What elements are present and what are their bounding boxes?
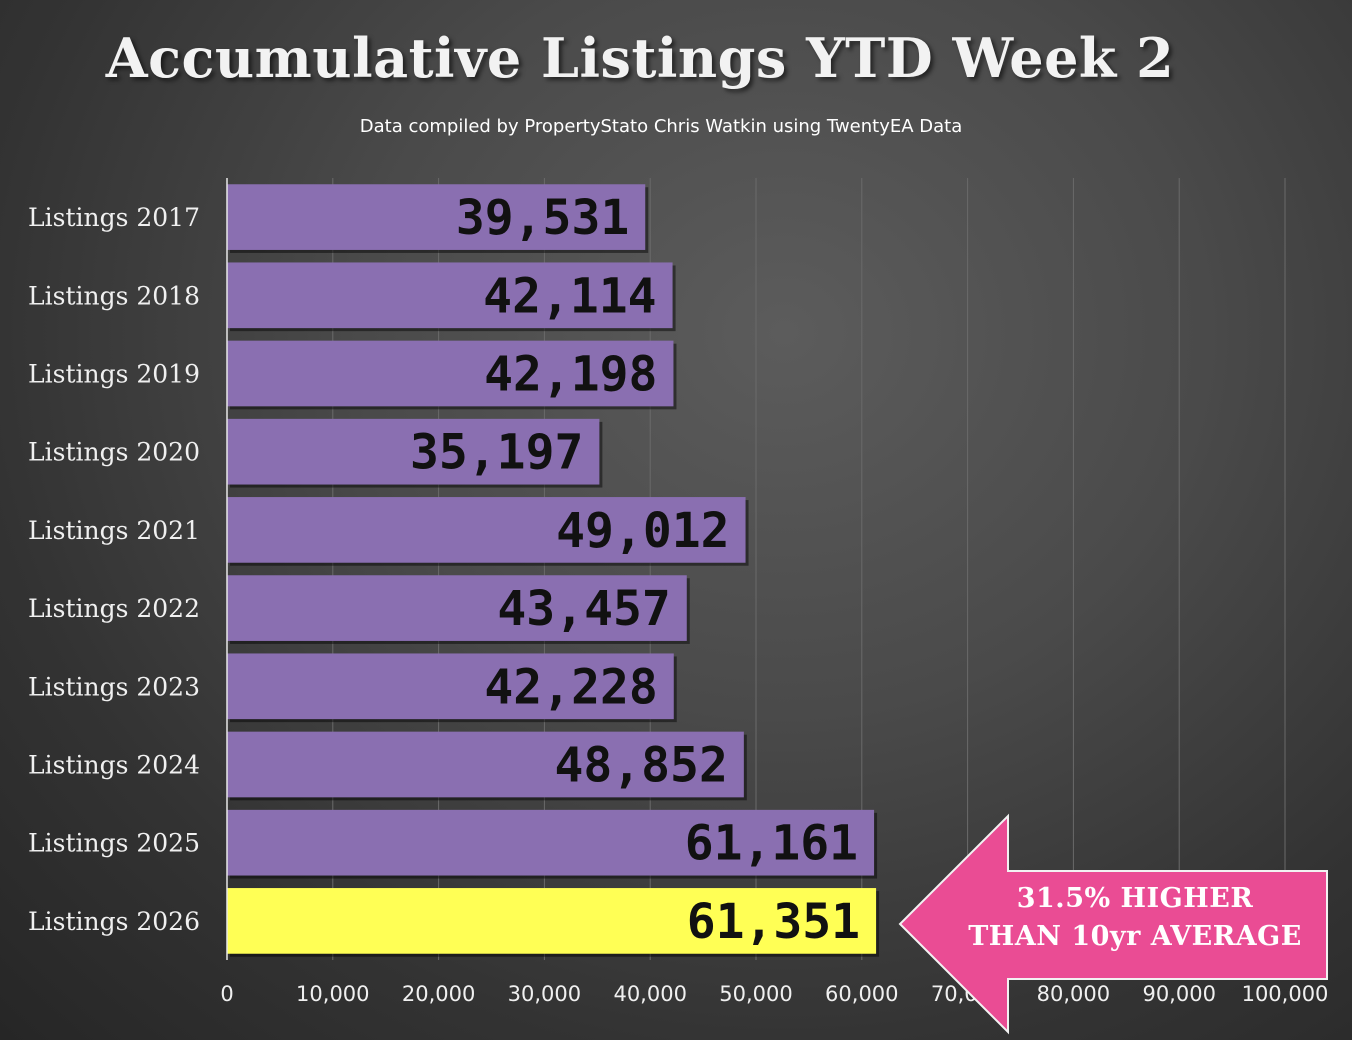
category-label: Listings 2026	[28, 907, 200, 936]
callout-line-1: 31.5% HIGHER	[1016, 883, 1254, 914]
category-label: Listings 2022	[28, 594, 200, 623]
value-label: 42,114	[483, 268, 656, 324]
bar	[227, 262, 673, 329]
bar	[227, 809, 875, 876]
category-label: Listings 2025	[28, 829, 200, 858]
value-label: 43,457	[497, 581, 670, 637]
bar	[227, 340, 674, 407]
x-tick-label: 50,000	[719, 982, 792, 1006]
chart-subtitle: Data compiled by PropertyStato Chris Wat…	[359, 116, 963, 137]
bar	[227, 418, 600, 485]
x-tick-label: 60,000	[825, 982, 898, 1006]
value-label: 48,852	[554, 738, 727, 794]
callout-text: 31.5% HIGHER THAN 10yr AVERAGE	[950, 880, 1320, 956]
category-label: Listings 2018	[28, 281, 200, 310]
category-label: Listings 2019	[28, 360, 200, 389]
bar	[227, 731, 744, 798]
category-label: Listings 2020	[28, 438, 200, 467]
category-labels: Listings 2017 Listings 2018 Listings 2019 L…	[28, 203, 200, 936]
bar	[227, 184, 646, 250]
x-axis-ticks: 0 10,000 20,000 30,000 40,000 50,000 60,000 70,…	[220, 982, 1328, 1006]
x-tick-label: 90,000	[1142, 982, 1215, 1006]
bar	[227, 497, 746, 563]
callout-arrow	[898, 813, 1328, 1035]
value-labels: 39,531 42,114 42,198 35,197 49,012 43,457 42,2…	[410, 190, 860, 950]
bar	[227, 653, 674, 720]
value-label: 42,198	[484, 347, 657, 403]
x-tick-label: 100,000	[1242, 982, 1329, 1006]
x-tick-label: 80,000	[1037, 982, 1110, 1006]
category-label: Listings 2024	[28, 751, 200, 780]
x-tick-label: 0	[220, 982, 233, 1006]
bar	[227, 888, 877, 954]
value-label: 61,351	[687, 894, 860, 950]
value-label: 35,197	[410, 425, 583, 481]
value-label: 39,531	[456, 190, 629, 246]
category-label: Listings 2021	[28, 516, 200, 545]
callout-line-2: THAN 10yr AVERAGE	[968, 921, 1302, 952]
x-tick-label: 40,000	[613, 982, 686, 1006]
chart-title: Accumulative Listings YTD Week 2	[105, 26, 1175, 90]
category-label: Listings 2017	[28, 203, 200, 232]
x-tick-label: 10,000	[296, 982, 369, 1006]
category-label: Listings 2023	[28, 672, 200, 701]
value-label: 61,161	[685, 816, 858, 872]
bar	[227, 575, 687, 641]
x-tick-label: 20,000	[402, 982, 475, 1006]
x-tick-label: 30,000	[508, 982, 581, 1006]
bars	[227, 184, 880, 957]
value-label: 42,228	[484, 659, 657, 715]
value-label: 49,012	[556, 503, 729, 559]
